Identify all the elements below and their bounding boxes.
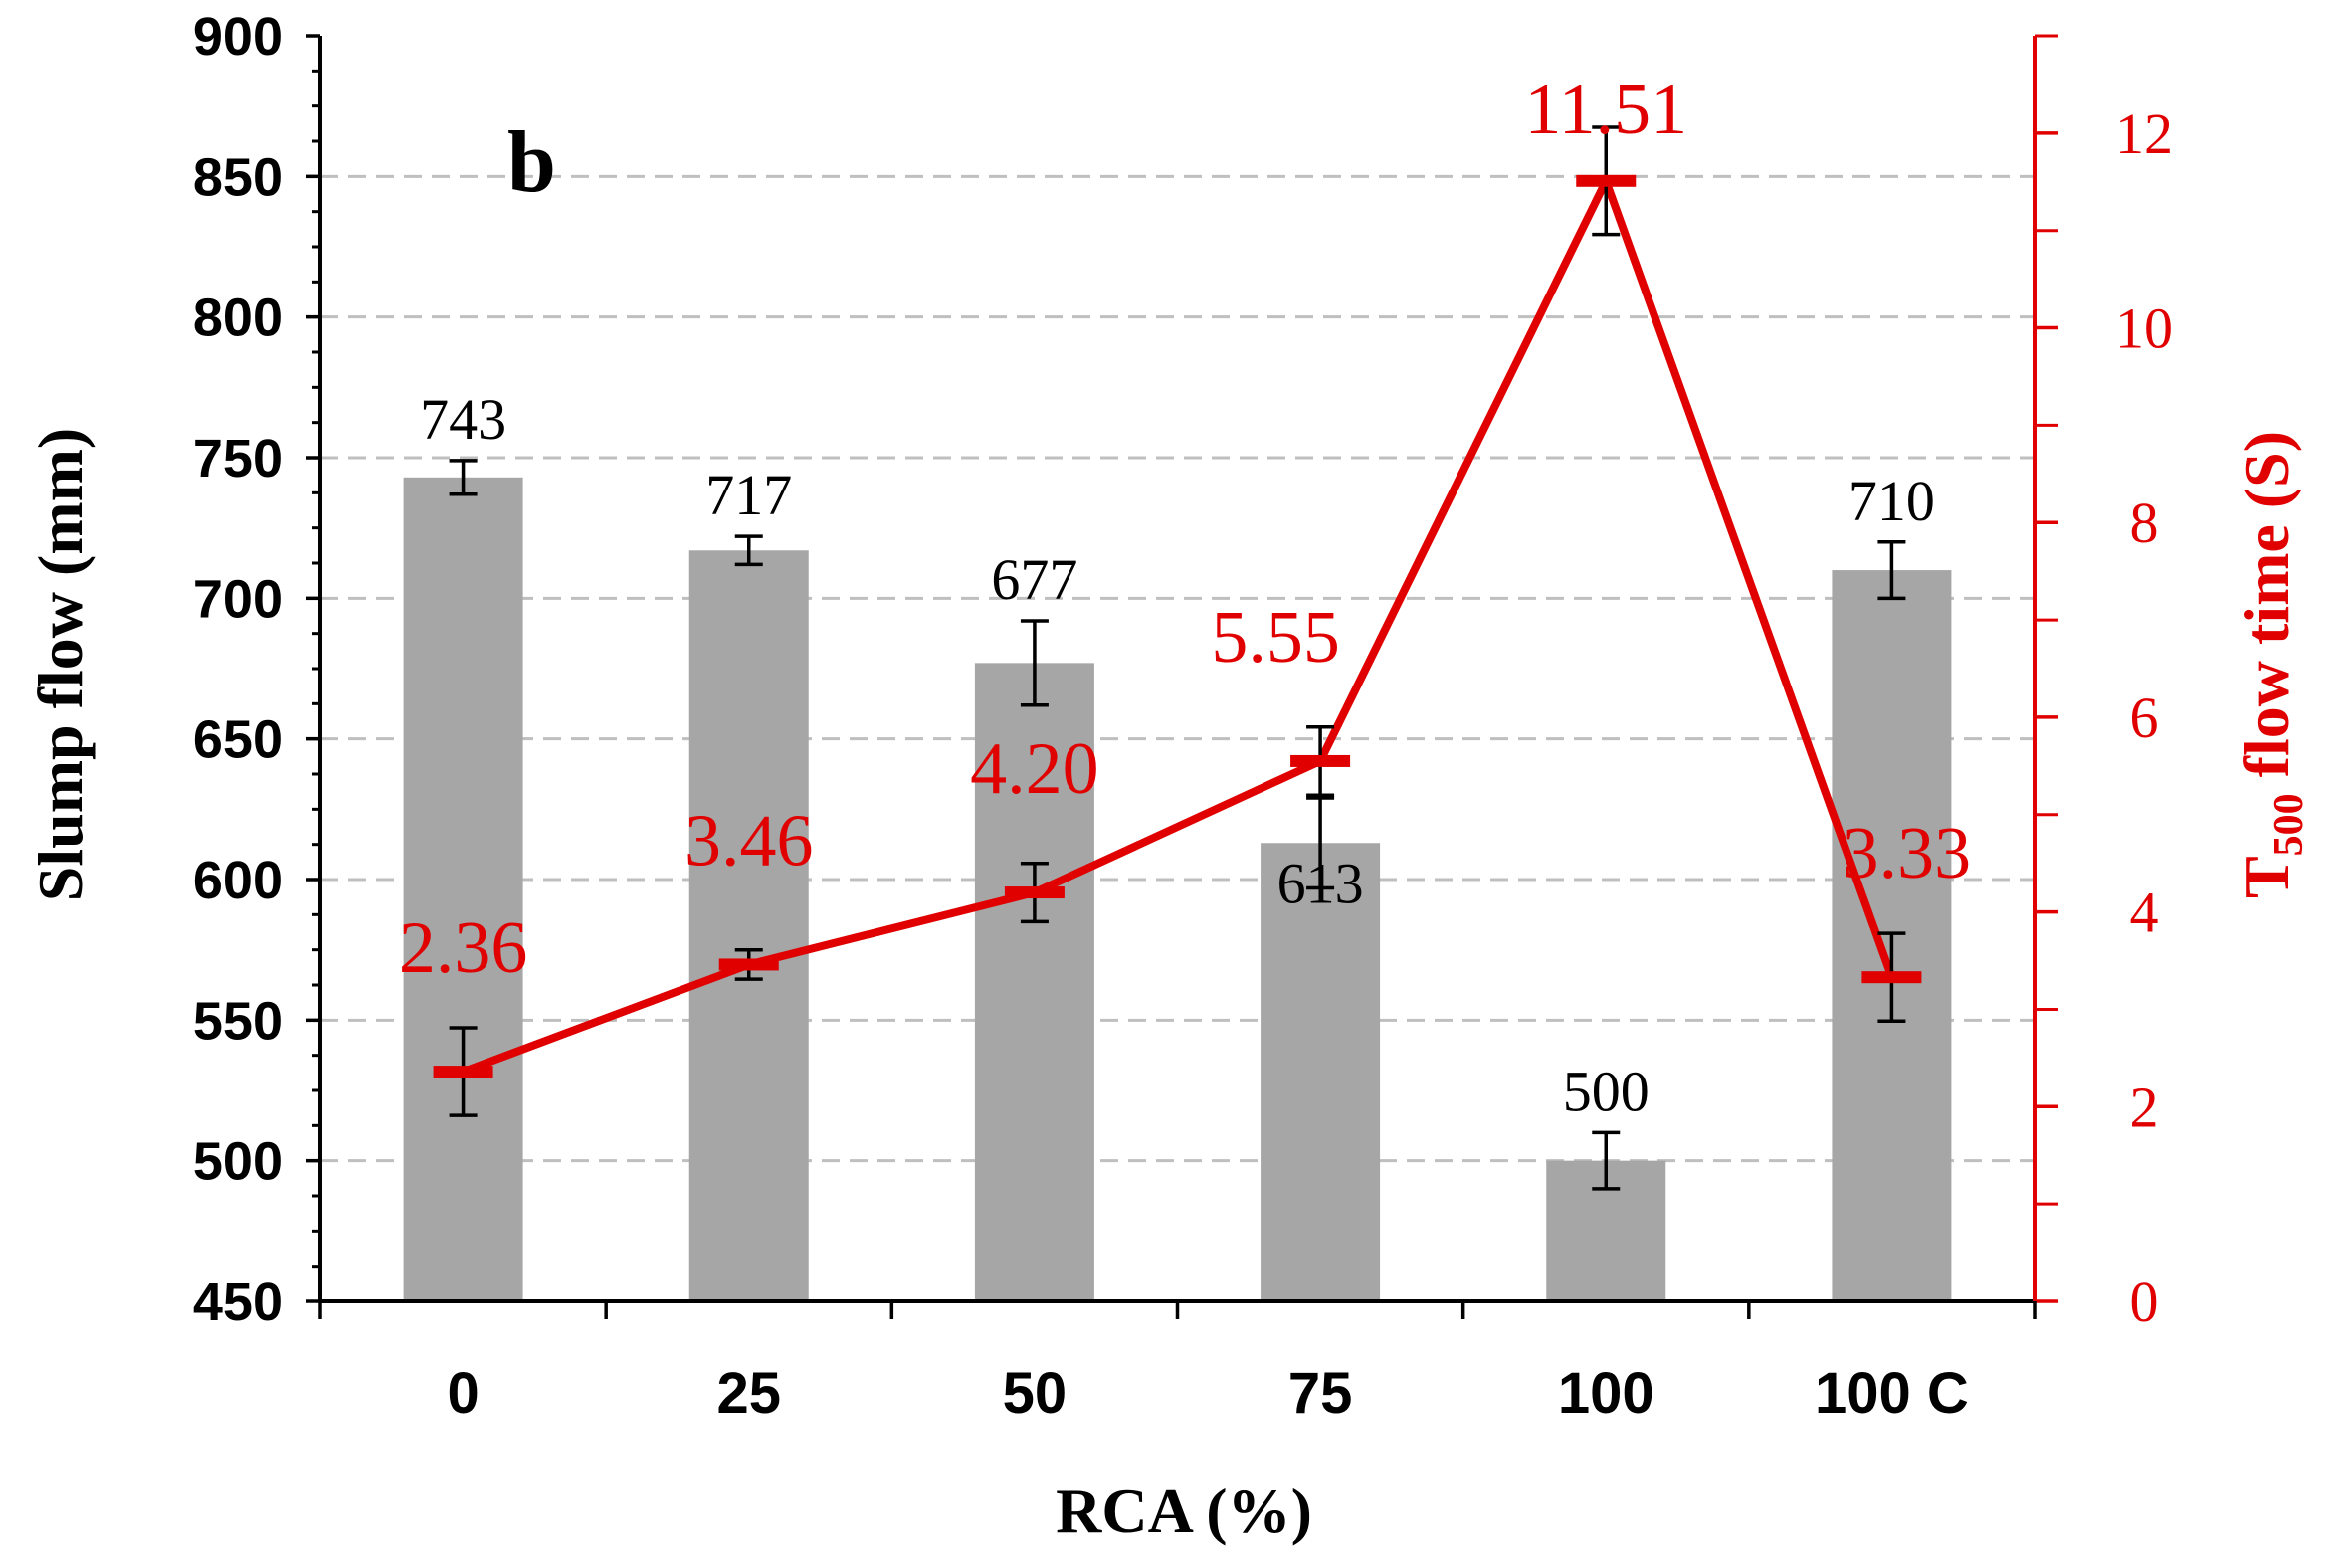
bar-50 xyxy=(974,663,1094,1301)
y-left-tick-label: 650 xyxy=(193,710,283,770)
bar-error-bar xyxy=(1592,1130,1621,1191)
panel-label: b xyxy=(507,114,556,211)
y-left-tick-label: 800 xyxy=(193,289,283,348)
bar-value-label: 717 xyxy=(705,463,792,527)
y-left-tick-label: 600 xyxy=(193,851,283,910)
line-value-label: 5.55 xyxy=(1211,597,1340,679)
line-point-marker xyxy=(433,1066,493,1078)
y-axis-right-title-subscript: 500 xyxy=(2266,793,2312,856)
x-tick-label: 100 C xyxy=(1815,1361,1969,1426)
y-axis-left-title: Slump flow (mm) xyxy=(25,428,96,901)
bar-value-label: 710 xyxy=(1848,469,1935,533)
bar-error-bar xyxy=(449,459,478,496)
y-right-tick-label: 4 xyxy=(2130,881,2159,945)
bar-value-label: 500 xyxy=(1563,1059,1650,1123)
axis-layer: 450 500 550 600 650 700 750 800 850 900 0 2 4 6 8 10 12 0… xyxy=(193,7,2173,1426)
bar-error-bar xyxy=(1877,540,1906,601)
line-value-label: 3.33 xyxy=(1843,813,1972,894)
bar-value-label: 677 xyxy=(991,547,1077,612)
line-point-marker xyxy=(1861,971,1922,984)
x-tick-label: 0 xyxy=(447,1361,479,1426)
y-axis-right-title: T500 flow time (S) xyxy=(2232,431,2312,898)
y-right-tick-label: 2 xyxy=(2130,1075,2159,1139)
y-left-tick-label: 850 xyxy=(193,147,283,207)
y-left-tick-label: 500 xyxy=(193,1132,283,1192)
x-tick-label: 75 xyxy=(1288,1361,1353,1426)
bar-error-bar xyxy=(1020,619,1049,707)
x-tick-label: 50 xyxy=(1003,1361,1068,1426)
y-right-tick-label: 10 xyxy=(2115,296,2173,361)
bar-value-label: 743 xyxy=(420,387,506,452)
y-left-tick-label: 550 xyxy=(193,991,283,1051)
line-value-label: 2.36 xyxy=(399,907,528,989)
bar-75 xyxy=(1261,843,1381,1301)
x-tick-label: 100 xyxy=(1558,1361,1654,1426)
y-right-tick-label: 0 xyxy=(2130,1270,2159,1334)
line-layer xyxy=(433,125,1922,1117)
x-axis-title: RCA (%) xyxy=(1056,1475,1312,1546)
line-value-label: 3.46 xyxy=(684,800,814,882)
y-left-tick-label: 700 xyxy=(193,569,283,629)
line-point-marker xyxy=(1290,754,1351,767)
y-left-tick-label: 900 xyxy=(193,7,283,67)
flow-time-line xyxy=(462,176,1896,1076)
y-left-tick-label: 750 xyxy=(193,429,283,489)
y-left-tick-label: 450 xyxy=(193,1273,283,1332)
bar-error-bar xyxy=(1306,796,1335,890)
bar-0 xyxy=(403,477,523,1302)
line-point-marker xyxy=(1576,174,1637,187)
y-right-tick-label: 6 xyxy=(2130,686,2159,750)
bar-value-label: 613 xyxy=(1277,851,1364,915)
y-right-tick-label: 12 xyxy=(2115,101,2173,166)
x-tick-label: 25 xyxy=(716,1361,781,1426)
line-value-label: 4.20 xyxy=(970,728,1099,810)
line-point-marker xyxy=(718,958,779,971)
y-axis-right-title-suffix: flow time (S) xyxy=(2232,431,2302,793)
label-layer: 743 717 677 613 500 710 2.36 3.46 4.20 5.55 11.51 3… xyxy=(399,69,1971,1124)
line-point-marker xyxy=(1004,886,1065,899)
bar-error-bar xyxy=(734,534,763,567)
line-value-label: 11.51 xyxy=(1524,69,1687,150)
bar-25 xyxy=(688,550,809,1301)
y-axis-right-title-prefix: T xyxy=(2232,856,2302,898)
y-right-tick-label: 8 xyxy=(2130,490,2159,555)
